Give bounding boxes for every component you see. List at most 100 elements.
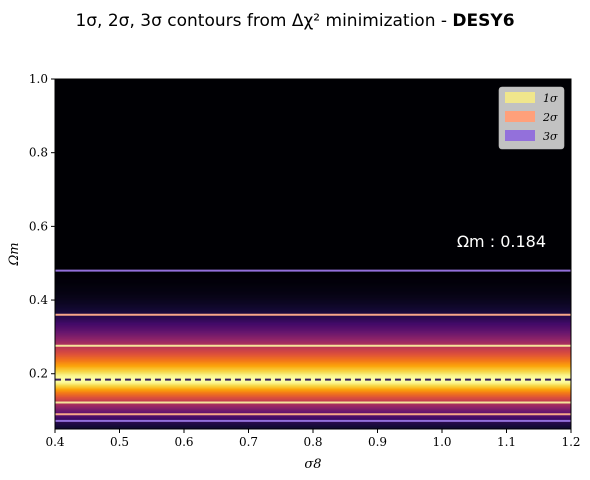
likelihood-band <box>55 375 571 378</box>
likelihood-band <box>55 336 571 338</box>
likelihood-band <box>55 341 571 344</box>
likelihood-band <box>55 371 571 373</box>
likelihood-band <box>55 388 571 390</box>
likelihood-band <box>55 374 571 377</box>
likelihood-band <box>55 304 571 307</box>
likelihood-band <box>55 301 571 303</box>
likelihood-band <box>55 271 571 274</box>
likelihood-band <box>55 391 571 394</box>
likelihood-band <box>55 405 571 407</box>
likelihood-band <box>55 302 571 304</box>
likelihood-band <box>55 290 571 293</box>
likelihood-band <box>55 279 571 282</box>
likelihood-band <box>55 392 571 395</box>
likelihood-band <box>55 390 571 393</box>
likelihood-band <box>55 370 571 372</box>
likelihood-band <box>55 369 571 371</box>
likelihood-band <box>55 412 571 414</box>
likelihood-band <box>55 384 571 387</box>
likelihood-band <box>55 322 571 325</box>
likelihood-bands <box>55 270 571 430</box>
contour-lines <box>55 269 571 422</box>
likelihood-band <box>55 287 571 290</box>
y-tick-label: 0.4 <box>29 293 48 307</box>
legend-swatch <box>505 92 535 103</box>
likelihood-band <box>55 309 571 311</box>
likelihood-band <box>55 277 571 279</box>
likelihood-band <box>55 364 571 367</box>
likelihood-band <box>55 417 571 420</box>
likelihood-band <box>55 281 571 284</box>
x-axis-label: σ8 <box>304 457 321 472</box>
likelihood-band <box>55 365 571 368</box>
likelihood-band <box>55 402 571 405</box>
likelihood-band <box>55 382 571 385</box>
likelihood-band <box>55 296 571 299</box>
likelihood-band <box>55 425 571 428</box>
likelihood-band <box>55 361 571 363</box>
x-tick-label: 0.8 <box>303 435 322 449</box>
likelihood-band <box>55 286 571 288</box>
likelihood-band <box>55 349 571 352</box>
likelihood-band <box>55 340 571 343</box>
likelihood-band <box>55 343 571 345</box>
likelihood-band <box>55 352 571 354</box>
likelihood-band <box>55 285 571 287</box>
likelihood-band <box>55 406 571 408</box>
likelihood-band <box>55 395 571 397</box>
likelihood-band <box>55 312 571 314</box>
likelihood-band <box>55 337 571 339</box>
likelihood-band <box>55 315 571 318</box>
likelihood-band <box>55 366 571 369</box>
likelihood-band <box>55 332 571 335</box>
likelihood-band <box>55 426 571 429</box>
plot-area <box>54 78 572 430</box>
likelihood-band <box>55 398 571 400</box>
legend-label: 1σ <box>543 92 558 105</box>
x-tick-label: 0.4 <box>45 435 64 449</box>
likelihood-band <box>55 383 571 386</box>
likelihood-band <box>55 373 571 376</box>
likelihood-band <box>55 357 571 360</box>
likelihood-band <box>55 339 571 342</box>
likelihood-band <box>55 408 571 411</box>
likelihood-band <box>55 297 571 300</box>
likelihood-band <box>55 280 571 283</box>
likelihood-band <box>55 381 571 384</box>
likelihood-band <box>55 278 571 281</box>
likelihood-band <box>55 326 571 328</box>
likelihood-band <box>55 355 571 357</box>
legend-swatch <box>505 130 535 141</box>
x-axis: 0.4 0.5 0.6 0.7 0.8 0.9 1.0 1.1 1.2 <box>45 429 581 449</box>
likelihood-band <box>55 327 571 329</box>
likelihood-band <box>55 423 571 425</box>
likelihood-band <box>55 358 571 361</box>
likelihood-band <box>55 303 571 305</box>
likelihood-band <box>55 331 571 334</box>
y-tick-label: 0.6 <box>29 219 48 233</box>
likelihood-band <box>55 335 571 337</box>
likelihood-band <box>55 298 571 301</box>
likelihood-band <box>55 356 571 359</box>
likelihood-band <box>55 316 571 319</box>
x-tick-label: 1.0 <box>432 435 451 449</box>
legend-label: 3σ <box>543 130 558 143</box>
likelihood-band <box>55 306 571 309</box>
legend-swatch <box>505 111 535 122</box>
likelihood-band <box>55 404 571 406</box>
likelihood-band <box>55 276 571 278</box>
likelihood-band <box>55 338 571 341</box>
likelihood-band <box>55 328 571 330</box>
likelihood-band <box>55 410 571 413</box>
likelihood-band <box>55 372 571 374</box>
x-tick-label: 1.1 <box>497 435 516 449</box>
x-tick-label: 1.2 <box>561 435 580 449</box>
likelihood-band <box>55 294 571 296</box>
likelihood-band <box>55 415 571 417</box>
likelihood-band <box>55 324 571 327</box>
likelihood-band <box>55 348 571 351</box>
y-tick-label: 0.8 <box>29 146 48 160</box>
y-tick-label: 1.0 <box>29 72 48 86</box>
y-tick-label: 0.2 <box>29 367 48 381</box>
likelihood-band <box>55 330 571 333</box>
